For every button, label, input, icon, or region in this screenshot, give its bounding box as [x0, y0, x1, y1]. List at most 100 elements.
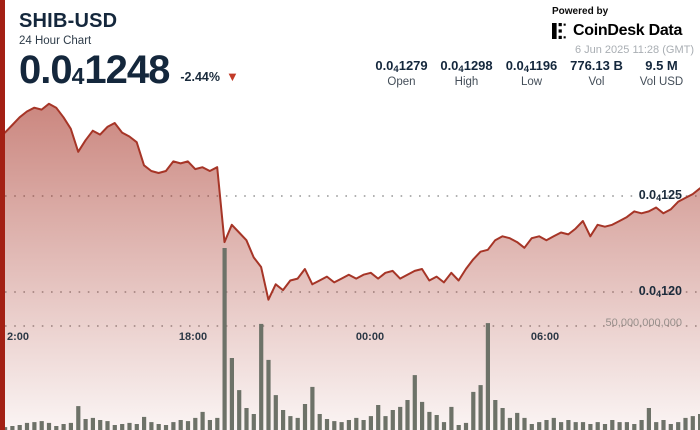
volume-bar	[310, 386, 315, 430]
volume-bar	[222, 248, 227, 430]
x-tick-0600: 06:00	[530, 331, 560, 343]
y-tick-price-120: 0.04120	[638, 284, 682, 299]
volume-bar	[478, 385, 483, 430]
chart-timestamp: 6 Jun 2025 11:28 (GMT)	[574, 44, 694, 56]
volume-bar	[259, 323, 264, 430]
volume-bar	[32, 422, 37, 430]
volume-bar	[112, 425, 117, 430]
ohlc-stats-row: 0.041279 Open 0.041298 High 0.041196 Low 776.1…	[375, 58, 688, 88]
volume-bar	[624, 422, 629, 430]
coindesk-logo[interactable]: CoinDesk Data	[552, 22, 694, 40]
volume-bar	[639, 420, 644, 430]
volume-bar	[441, 422, 447, 430]
volume-bar	[163, 425, 169, 430]
volume-bar	[193, 417, 198, 430]
volume-bar	[698, 414, 700, 430]
volume-bar	[324, 419, 330, 430]
volume-bar	[573, 422, 578, 430]
x-tick-200: 2:00	[6, 331, 30, 343]
volume-bar	[98, 420, 103, 430]
logo-word-coindesk: CoinDesk	[573, 22, 645, 39]
stat-value: 0.041279	[375, 58, 428, 75]
volume-bar	[398, 406, 403, 430]
volume-bar	[376, 405, 381, 430]
volume-bar	[632, 424, 637, 430]
chart-header: SHIB-USD 24 Hour Chart 0.041248 -2.44% ▼	[19, 10, 239, 90]
volume-bar	[156, 424, 161, 430]
volume-bar	[54, 426, 59, 430]
volume-bar	[668, 424, 673, 430]
volume-bar	[507, 417, 512, 430]
volume-bar	[10, 426, 15, 430]
volume-bar	[427, 411, 432, 430]
volume-bar	[61, 424, 66, 430]
coindesk-logo-text: CoinDesk Data	[573, 22, 682, 40]
price-row: 0.041248 -2.44% ▼	[19, 50, 239, 90]
coindesk-logo-icon	[552, 23, 566, 39]
volume-bar	[390, 410, 395, 430]
volume-bar	[690, 416, 695, 430]
volume-bar	[493, 400, 498, 430]
stat-label: Low	[520, 76, 543, 88]
price-subscript: 4	[71, 63, 85, 89]
volume-bar	[207, 420, 212, 430]
volume-bar	[185, 421, 191, 430]
volume-bar	[529, 424, 534, 430]
volume-bar	[83, 419, 88, 430]
volume-bar	[500, 408, 505, 430]
volume-bar	[544, 420, 549, 430]
volume-bar	[471, 391, 476, 430]
volume-bar	[295, 417, 300, 430]
volume-bar	[368, 416, 373, 430]
volume-bar	[149, 422, 154, 430]
x-tick-0000: 00:00	[355, 331, 385, 343]
volume-bar	[654, 422, 659, 430]
stat-vol: 776.13 B Vol	[570, 58, 623, 88]
volume-bar	[39, 421, 44, 430]
volume-bar	[339, 422, 344, 430]
stat-label: High	[454, 76, 479, 88]
volume-bar	[178, 420, 183, 430]
volume-bar	[127, 422, 132, 430]
price-line	[4, 102, 700, 301]
volume-bars	[3, 248, 700, 430]
volume-bar	[244, 408, 249, 430]
branding-block: Powered by CoinDesk Data 6 Jun 2025 11:2…	[552, 6, 694, 56]
stat-value: 0.041298	[440, 58, 493, 75]
volume-bar	[354, 417, 359, 430]
volume-bar	[661, 420, 666, 430]
logo-word-data: Data	[648, 22, 683, 39]
y-tick-price-125: 0.04125	[638, 188, 682, 203]
volume-bar	[405, 400, 410, 430]
volume-bar	[463, 422, 469, 430]
volume-bar	[17, 425, 22, 430]
volume-bar	[383, 416, 388, 430]
volume-bar	[485, 323, 490, 430]
stat-label: Vol USD	[639, 76, 684, 88]
volume-bar	[200, 411, 205, 430]
symbol-title: SHIB-USD	[19, 10, 118, 32]
powered-by-label: Powered by	[552, 6, 609, 17]
volume-bar	[215, 417, 220, 430]
y-tick-volume: 50,000,000,000	[605, 317, 682, 329]
volume-bar	[676, 422, 681, 430]
volume-bar	[273, 395, 278, 430]
volume-bar	[288, 416, 293, 430]
down-arrow-icon: ▼	[226, 69, 239, 85]
volume-bar	[515, 412, 520, 430]
volume-bar	[522, 417, 527, 430]
x-tick-1800: 18:00	[178, 331, 208, 343]
volume-bar	[281, 410, 286, 430]
volume-bar	[229, 358, 234, 430]
volume-bar	[551, 417, 556, 430]
volume-bar	[683, 417, 688, 430]
current-price: 0.041248	[19, 50, 170, 90]
volume-bar	[449, 406, 454, 430]
change-percent: -2.44%	[180, 69, 220, 84]
volume-bar	[580, 422, 586, 430]
stat-value: 776.13 B	[570, 58, 623, 73]
left-accent-bar	[0, 0, 5, 430]
stat-high: 0.041298 High	[440, 58, 493, 88]
